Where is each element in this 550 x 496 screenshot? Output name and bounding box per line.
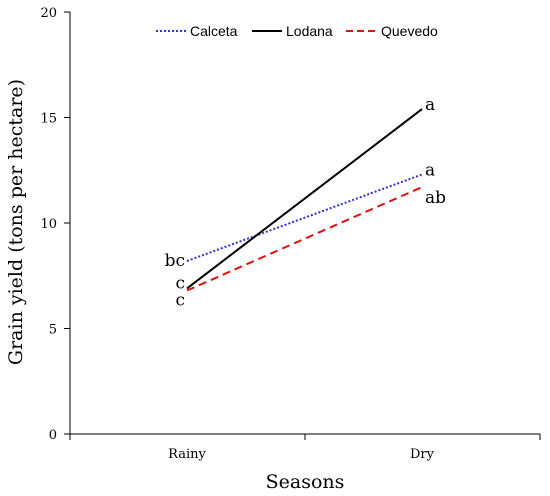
y-tick-label: 0 <box>49 428 57 443</box>
series-line-calceta <box>186 173 423 262</box>
y-tick-label: 5 <box>49 323 57 338</box>
series-line-quevedo <box>186 186 423 292</box>
legend-label-calceta: Calceta <box>190 23 238 39</box>
data-label: c <box>175 273 185 293</box>
axes <box>69 12 540 435</box>
data-label: c <box>175 291 185 311</box>
legend-label-lodana: Lodana <box>286 23 333 39</box>
x-tick-label: Dry <box>410 447 435 462</box>
series-line-lodana <box>186 108 423 290</box>
legend-label-quevedo: Quevedo <box>381 23 438 39</box>
y-tick-label: 15 <box>40 112 57 127</box>
data-label: a <box>425 95 435 115</box>
data-label: bc <box>165 251 185 271</box>
y-tick-label: 10 <box>40 217 57 232</box>
series-lines <box>186 108 423 292</box>
data-label: ab <box>425 188 446 208</box>
x-axis-title: Seasons <box>266 471 345 493</box>
y-ticks: 0 5 10 15 20 <box>40 6 70 443</box>
x-tick-label: Rainy <box>168 447 206 462</box>
x-ticks: Rainy Dry <box>69 434 541 462</box>
data-label: a <box>425 160 435 180</box>
series-labels: bc a c a c ab <box>165 95 447 310</box>
legend: Calceta Lodana Quevedo <box>156 23 438 39</box>
y-tick-label: 20 <box>40 6 57 21</box>
y-axis-title: Grain yield (tons per hectare) <box>5 79 27 365</box>
